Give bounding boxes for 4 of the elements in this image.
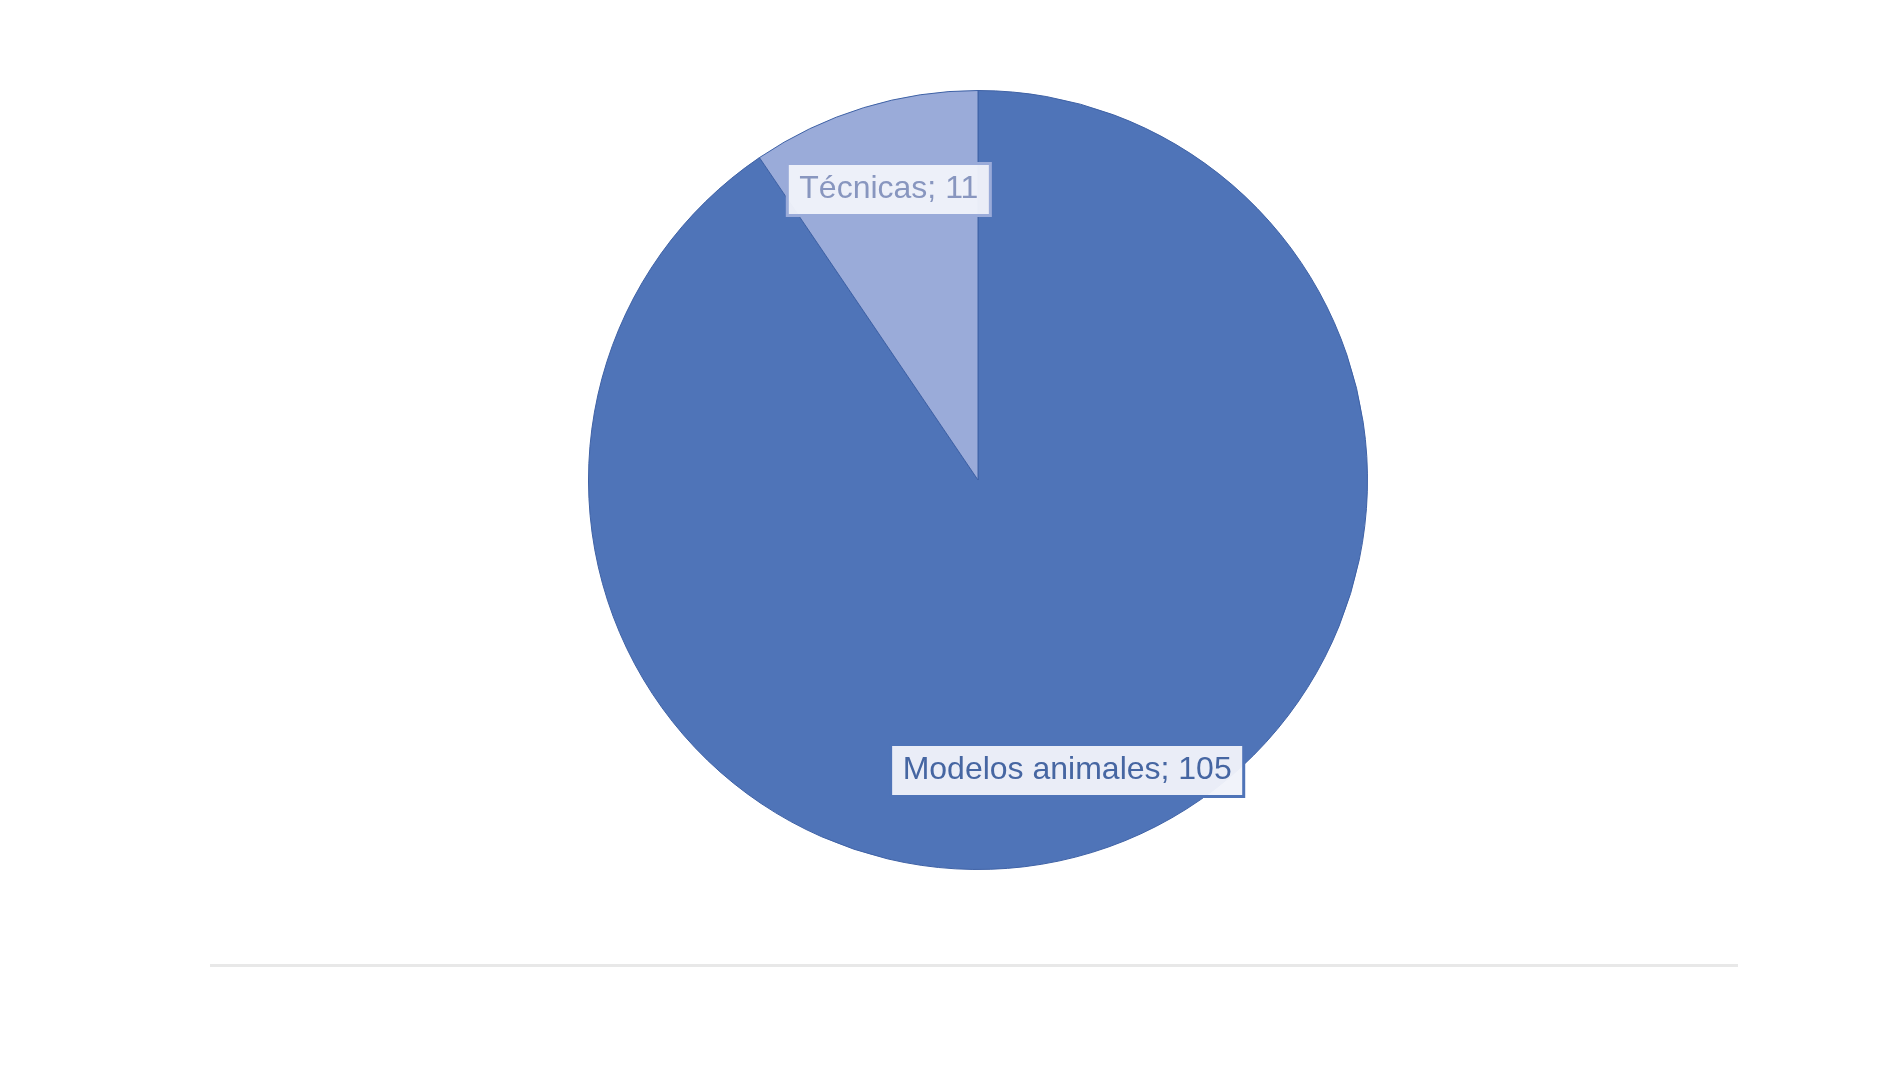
data-label: ; 11 [927,169,979,206]
data-label: ; 105 [1160,750,1232,787]
slice-label: Técnicas [799,169,928,206]
slice-label: Modelos animales [902,750,1161,787]
